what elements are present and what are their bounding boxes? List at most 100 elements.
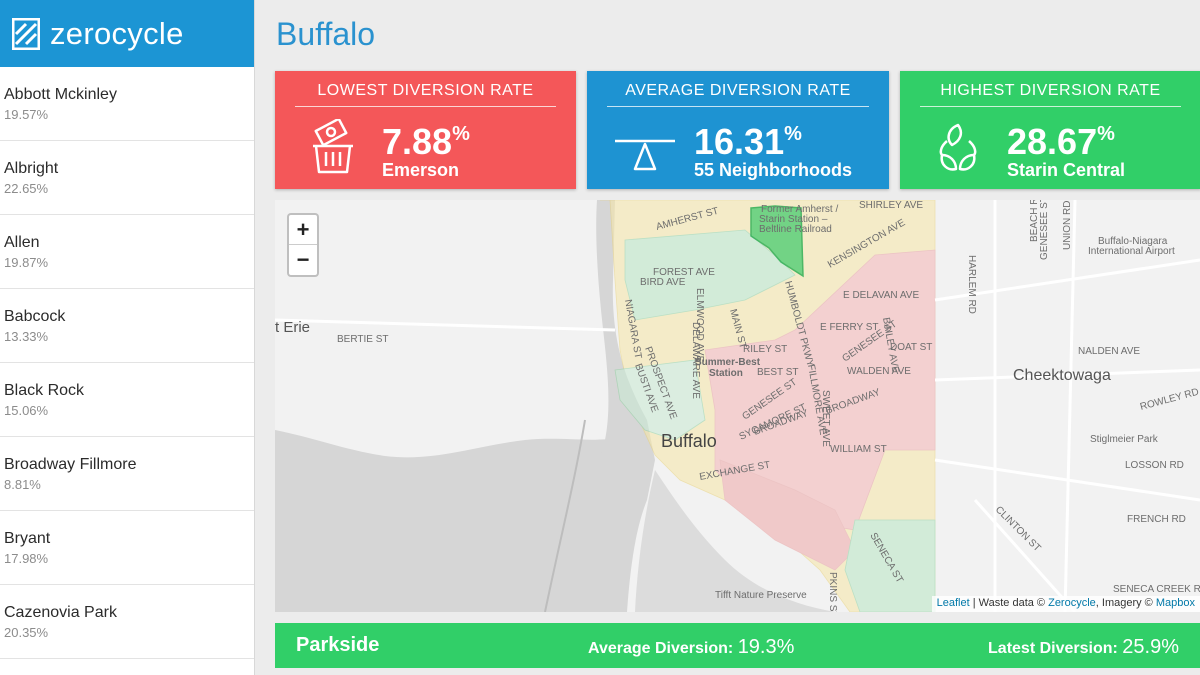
map-label-airport-1: Buffalo-Niagara — [1098, 236, 1168, 247]
neighborhood-list: Abbott Mckinley 19.57% Albright 22.65% All… — [0, 67, 254, 659]
map-label-pkins: PKINS ST — [827, 572, 838, 612]
lowest-rate-neighborhood: Emerson — [382, 160, 460, 180]
map-label-airport-2: International Airport — [1088, 246, 1175, 257]
neighborhood-name: Babcock — [4, 308, 66, 325]
card-label: LOWEST DIVERSION RATE — [317, 82, 534, 99]
road — [275, 318, 616, 332]
zerocycle-logo-icon — [12, 17, 40, 50]
neighborhood-rate: 19.87% — [4, 255, 49, 270]
highest-rate-value: 28.67% — [1007, 121, 1115, 163]
niagara-river — [565, 200, 655, 612]
map-label-losson: LOSSON RD — [1125, 460, 1184, 471]
page-title: Buffalo — [276, 16, 376, 52]
detail-neighborhood-name: Parkside — [296, 634, 380, 656]
lake-erie — [275, 430, 625, 612]
attribution-text-2: , Imagery © — [1095, 597, 1156, 609]
lowest-rate-card: LOWEST DIVERSION RATE 7.88% Emerson — [275, 71, 576, 189]
map-label-genesee-v: GENESEE ST — [1039, 200, 1050, 260]
zoom-out-button[interactable]: − — [296, 247, 310, 272]
balance-scale-icon — [615, 139, 675, 171]
map-label-delavan: E DELAVAN AVE — [843, 290, 919, 301]
detail-latest: Latest Diversion: 25.9% — [988, 636, 1179, 659]
list-item[interactable]: Cazenovia Park 20.35% — [0, 585, 254, 659]
map-label-tifft: Tifft Nature Preserve — [715, 590, 807, 601]
map-label-erie: t Erie — [275, 319, 310, 336]
value-number: 28.67 — [1007, 121, 1098, 162]
sidebar: zerocycle Abbott Mckinley 19.57% Albright… — [0, 0, 255, 675]
neighborhood-rate: 19.57% — [4, 107, 49, 122]
neighborhood-name: Allen — [4, 234, 40, 251]
card-divider — [920, 106, 1181, 107]
value-unit: % — [452, 123, 470, 145]
outer-harbor — [635, 470, 835, 612]
map[interactable]: Buffalo Cheektowaga t Erie Buffalo-Niaga… — [275, 200, 1200, 612]
map-label-buffalo: Buffalo — [661, 431, 717, 451]
road — [1063, 200, 1077, 612]
map-canvas[interactable]: Buffalo Cheektowaga t Erie Buffalo-Niaga… — [275, 200, 1200, 612]
value-number: 16.31 — [694, 121, 785, 162]
neighborhood-name: Albright — [4, 160, 59, 177]
list-item[interactable]: Abbott Mckinley 19.57% — [0, 67, 254, 141]
value-unit: % — [1097, 123, 1115, 145]
breakwall — [544, 419, 586, 612]
list-item[interactable]: Babcock 13.33% — [0, 289, 254, 363]
neighborhood-detail-bar: Parkside Average Diversion: 19.3% Latest… — [275, 623, 1200, 668]
map-attribution: Leaflet | Waste data © Zerocycle, Imager… — [931, 596, 1200, 612]
road — [934, 368, 1200, 382]
value-unit: % — [784, 123, 802, 145]
map-label-former-1: Former Amherst / — [761, 204, 838, 215]
map-label-ferry: E FERRY ST — [820, 322, 879, 333]
map-label-summer-1: Summer-Best — [695, 357, 761, 368]
map-label-union: UNION RD — [1062, 201, 1073, 250]
road — [973, 499, 1077, 612]
latest-value: 25.9% — [1122, 636, 1179, 658]
map-label-beach: BEACH RD — [1029, 200, 1040, 242]
neighborhood-rate: 8.81% — [4, 477, 41, 492]
neighborhood-name: Cazenovia Park — [4, 604, 117, 621]
map-label-former-2: Starin Station – — [759, 214, 828, 225]
zerocycle-link[interactable]: Zerocycle — [1048, 597, 1096, 609]
neighborhood-name: Bryant — [4, 530, 51, 547]
zoom-in-button[interactable]: + — [289, 215, 317, 245]
map-label-seneca-creek: SENECA CREEK RD — [1113, 584, 1200, 595]
list-item[interactable]: Black Rock 15.06% — [0, 363, 254, 437]
average-value: 19.3% — [737, 636, 795, 658]
average-label: Average Diversion: — [588, 640, 738, 657]
brand-header[interactable]: zerocycle — [0, 0, 254, 67]
green-zone-west — [614, 359, 706, 441]
list-item[interactable]: Bryant 17.98% — [0, 511, 254, 585]
red-zone-south — [719, 459, 856, 571]
map-label-riley: RILEY ST — [743, 344, 787, 355]
map-label-elmwood: ELMWOOD AVE — [694, 288, 705, 363]
map-label-walden: WALDEN AVE — [847, 366, 911, 377]
average-rate-card: AVERAGE DIVERSION RATE 16.31% 55 Neighbo… — [587, 71, 889, 189]
highest-rate-card: HIGHEST DIVERSION RATE 28.67% Starin Cen… — [900, 71, 1200, 189]
neighborhood-name: Abbott Mckinley — [4, 86, 117, 103]
neighborhood-name: Broadway Fillmore — [4, 456, 137, 473]
leaflet-link[interactable]: Leaflet — [936, 597, 970, 609]
green-zone-south — [844, 519, 936, 612]
card-divider — [607, 106, 869, 107]
lowest-rate-value: 7.88% — [382, 121, 470, 163]
map-label-shirley: SHIRLEY AVE — [859, 200, 923, 211]
list-item[interactable]: Allen 19.87% — [0, 215, 254, 289]
neighborhood-rate: 17.98% — [4, 551, 49, 566]
brand-name: zerocycle — [50, 15, 184, 51]
map-label-forest: FOREST AVE — [653, 267, 715, 278]
map-label-french: FRENCH RD — [1127, 514, 1186, 525]
map-label-sweet: SWEET AVE — [820, 390, 831, 447]
mapbox-link[interactable]: Mapbox — [1155, 597, 1195, 609]
map-label-bird: BIRD AVE — [640, 277, 686, 288]
neighborhood-rate: 22.65% — [4, 181, 49, 196]
map-label-cheektowaga: Cheektowaga — [1013, 367, 1111, 384]
attribution-text-1: | Waste data © — [969, 597, 1049, 609]
card-label: HIGHEST DIVERSION RATE — [940, 82, 1161, 99]
map-label-stiglmeier: Stiglmeier Park — [1090, 434, 1159, 445]
map-label-william: WILLIAM ST — [830, 444, 887, 455]
highlighted-neighborhood[interactable] — [750, 205, 804, 278]
map-label-former-3: Beltline Railroad — [759, 224, 832, 235]
highest-rate-neighborhood: Starin Central — [1007, 160, 1126, 180]
list-item[interactable]: Albright 22.65% — [0, 141, 254, 215]
value-number: 7.88 — [382, 121, 453, 162]
list-item[interactable]: Broadway Fillmore 8.81% — [0, 437, 254, 511]
